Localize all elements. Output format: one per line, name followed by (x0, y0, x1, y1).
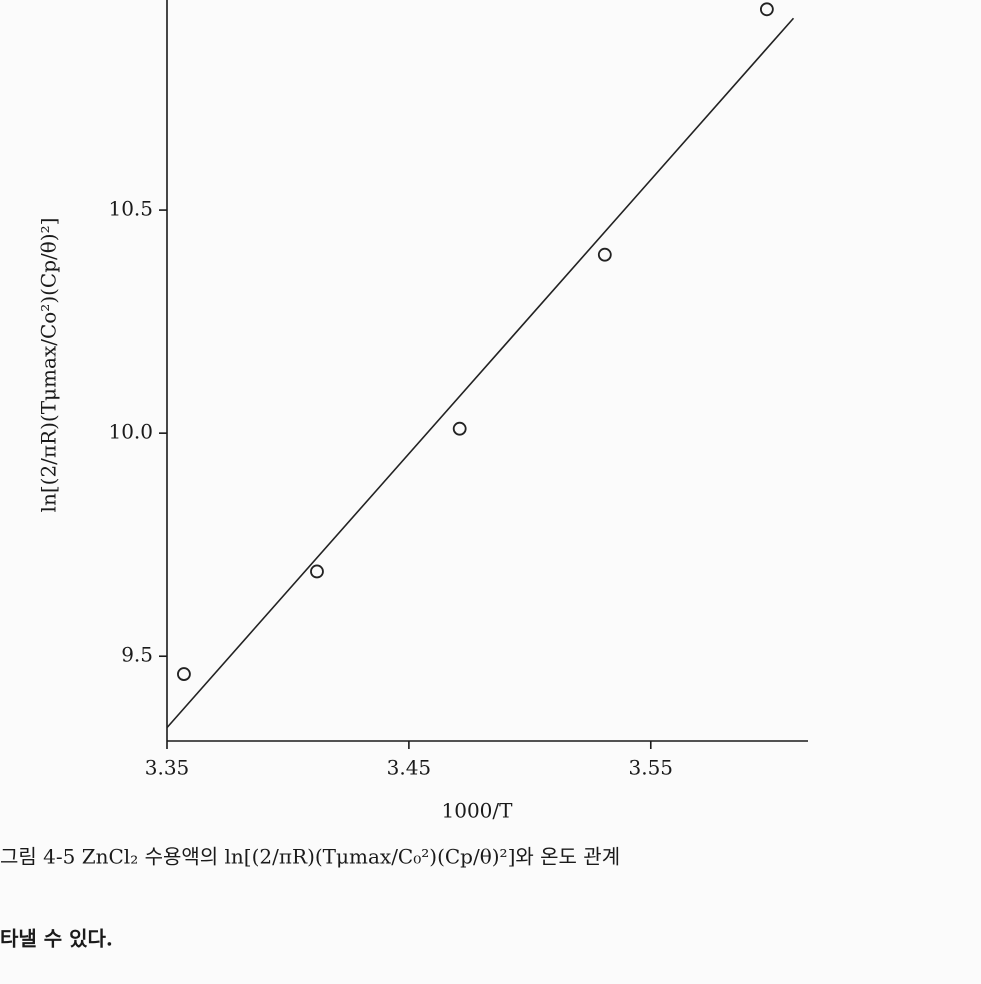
x-tick-label: 3.55 (629, 756, 674, 780)
fit-line (166, 17, 795, 729)
y-tick-label: 10.0 (108, 420, 153, 444)
data-point (759, 2, 774, 17)
y-tick-label: 10.5 (108, 197, 153, 221)
x-axis-label: 1000/T (442, 799, 514, 823)
data-point (177, 667, 191, 681)
y-axis-label: ln[(2/πR)(Tμmax/Co²)(Cp/θ)²] (37, 218, 61, 513)
y-tick-label: 9.5 (121, 643, 153, 667)
data-point (597, 247, 612, 262)
body-text: 타낼 수 있다. (0, 927, 113, 951)
data-point (310, 564, 324, 579)
x-tick-label: 3.35 (145, 756, 190, 780)
data-point (452, 421, 467, 436)
x-tick-label: 3.45 (387, 756, 432, 780)
caption: 그림 4-5 ZnCl₂ 수용액의 ln[(2/πR)(Tμmax/C₀²)(C… (0, 845, 620, 869)
